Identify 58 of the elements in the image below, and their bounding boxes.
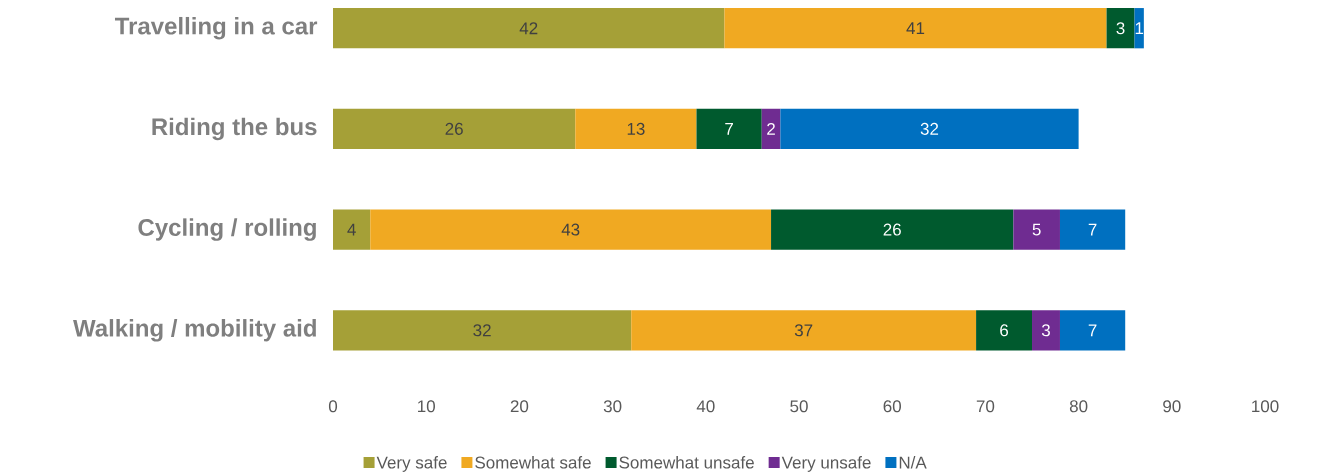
bar bbox=[696, 108, 762, 150]
bar bbox=[333, 8, 725, 49]
y-tick-label: Cycling / rolling bbox=[138, 218, 316, 241]
x-tick-label: 60 bbox=[883, 400, 901, 413]
legend-label: Somewhat safe bbox=[475, 456, 591, 469]
bar bbox=[370, 209, 772, 250]
x-tick-label: 40 bbox=[696, 400, 715, 413]
x-tick-label: 100 bbox=[1252, 400, 1279, 413]
bar bbox=[1134, 8, 1144, 49]
data-label: 7 bbox=[725, 123, 733, 135]
data-label: 5 bbox=[1032, 223, 1041, 236]
data-label: 4 bbox=[347, 223, 356, 236]
data-label: 42 bbox=[519, 22, 538, 35]
data-label: 32 bbox=[920, 122, 939, 135]
x-tick-label: 90 bbox=[1163, 400, 1181, 413]
data-label: 37 bbox=[794, 324, 813, 337]
data-label: 3 bbox=[1116, 22, 1125, 35]
data-label: 41 bbox=[906, 22, 925, 35]
bar bbox=[1059, 209, 1126, 250]
legend-label: N/A bbox=[899, 456, 927, 469]
x-tick-label: 10 bbox=[418, 400, 435, 413]
bar bbox=[631, 310, 977, 351]
data-label: 26 bbox=[883, 223, 901, 236]
bar bbox=[333, 108, 576, 150]
bar bbox=[724, 8, 1107, 49]
data-label: 6 bbox=[1000, 324, 1009, 337]
x-tick-label: 0 bbox=[328, 400, 338, 413]
bar bbox=[1106, 8, 1135, 49]
legend-label: Somewhat unsafe bbox=[619, 456, 754, 469]
data-label: 13 bbox=[627, 122, 645, 135]
bar bbox=[780, 108, 1079, 150]
legend-label: Very safe bbox=[376, 456, 447, 472]
data-label: 1 bbox=[1135, 22, 1144, 35]
bar bbox=[771, 209, 1014, 250]
y-tick-label: Walking / mobility aid bbox=[73, 319, 316, 342]
x-tick-label: 70 bbox=[976, 400, 995, 413]
data-label: 7 bbox=[1088, 223, 1097, 236]
data-label: 3 bbox=[1041, 324, 1050, 337]
y-tick-label: Travelling in a car bbox=[114, 16, 318, 40]
bar bbox=[976, 310, 1033, 351]
x-tick-label: 50 bbox=[790, 400, 808, 413]
bar bbox=[333, 310, 632, 351]
data-label: 7 bbox=[1088, 324, 1097, 337]
bar bbox=[575, 108, 697, 150]
data-label: 32 bbox=[473, 324, 491, 337]
x-tick-label: 30 bbox=[603, 400, 622, 413]
bar bbox=[1013, 209, 1060, 250]
data-label: 26 bbox=[445, 122, 463, 135]
x-tick-label: 80 bbox=[1069, 400, 1088, 413]
x-tick-label: 20 bbox=[510, 400, 529, 413]
bar bbox=[761, 108, 781, 150]
data-label: 2 bbox=[767, 122, 775, 135]
data-label: 43 bbox=[561, 223, 580, 236]
y-tick-label: Riding the bus bbox=[152, 117, 317, 141]
bar bbox=[333, 209, 371, 250]
bar bbox=[1032, 310, 1060, 351]
bar bbox=[1059, 310, 1126, 351]
legend-label: Very unsafe bbox=[781, 456, 871, 472]
